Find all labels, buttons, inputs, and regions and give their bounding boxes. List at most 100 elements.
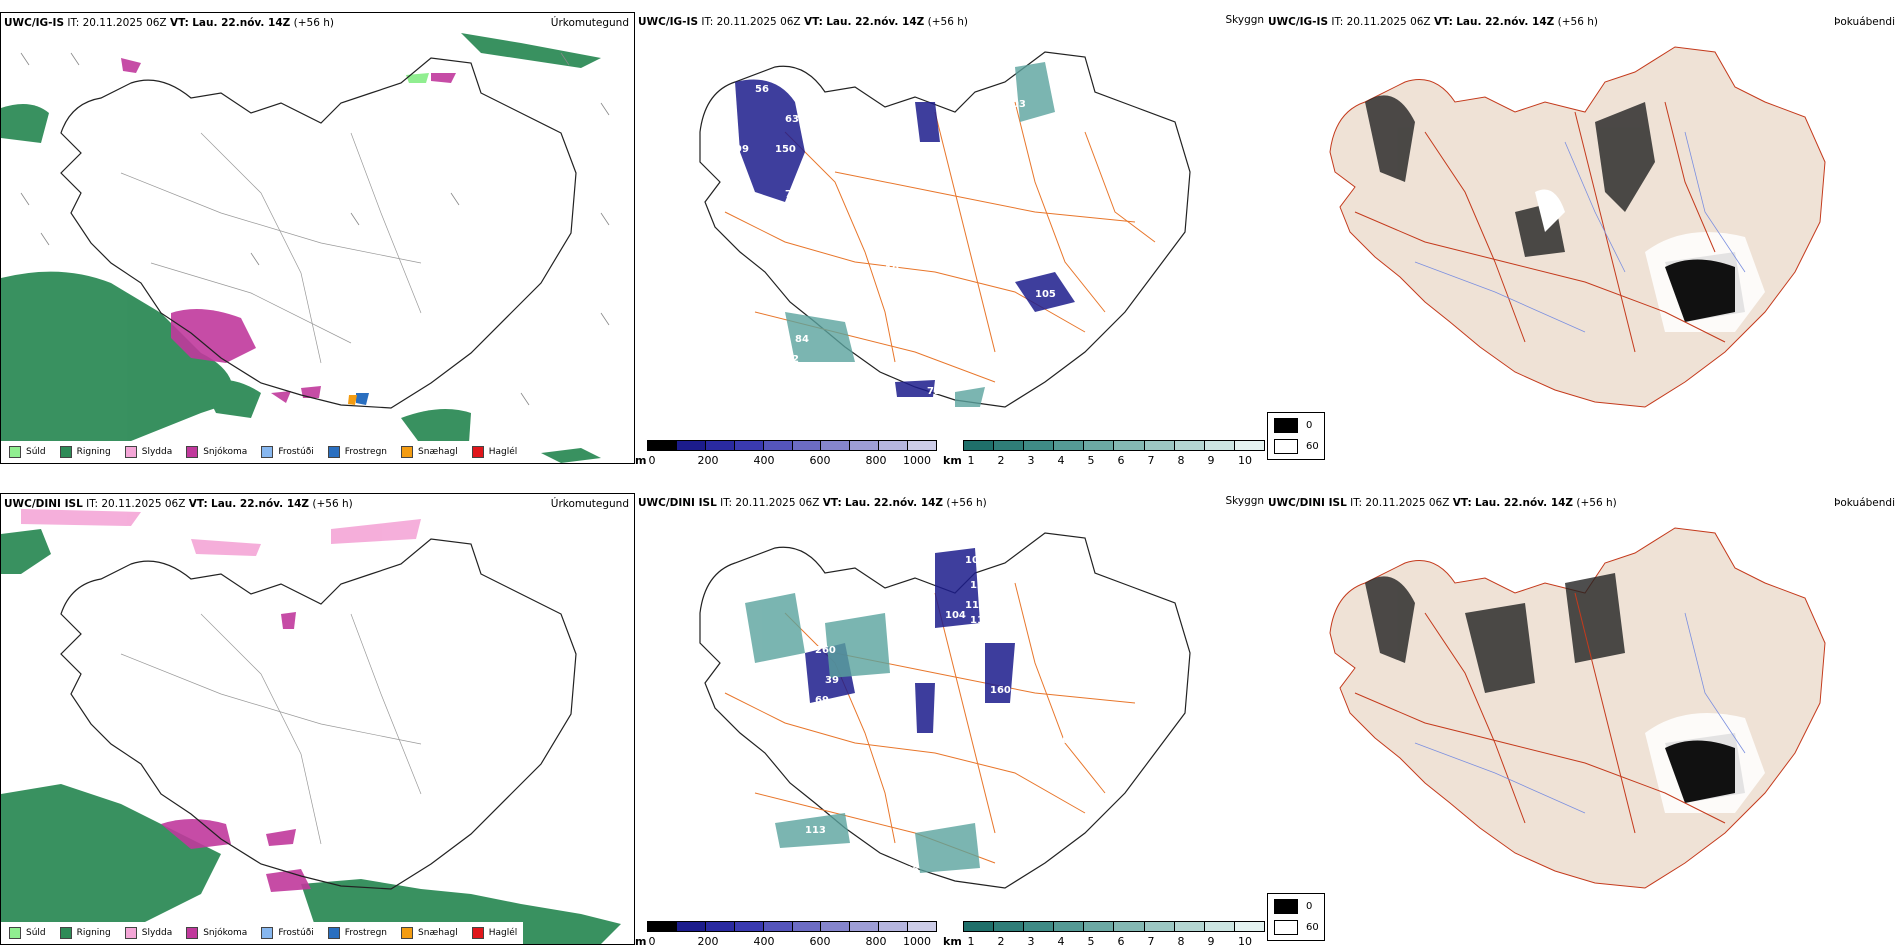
colorbar-unit: m bbox=[635, 935, 647, 945]
valid-time: Lau. 22.nóv. 14Z bbox=[826, 16, 925, 28]
valid-time: Lau. 22.nóv. 14Z bbox=[845, 497, 944, 509]
legend-label: Frostúði bbox=[278, 928, 314, 938]
fog-legend-row: 60 bbox=[1274, 920, 1319, 935]
colorbar-tick: 800 bbox=[865, 935, 887, 945]
legend-swatch bbox=[261, 927, 274, 939]
colorbar-tick: 1 bbox=[967, 454, 975, 464]
legend-swatch bbox=[9, 446, 21, 458]
valid-time: Lau. 22.nóv. 14Z bbox=[192, 17, 291, 29]
colorbar-segment bbox=[1144, 441, 1175, 450]
vt-label: VT: bbox=[803, 16, 823, 28]
colorbar-tick: 400 bbox=[753, 454, 775, 464]
colorbar-segment bbox=[1204, 922, 1235, 931]
legend-label: Snjókoma bbox=[203, 928, 248, 938]
cloudbase-value-label: 203 bbox=[1005, 99, 1026, 110]
cloudbase-value-label: 52 bbox=[1020, 575, 1034, 586]
colorbar-tick: 800 bbox=[865, 454, 887, 464]
colorbar-segment bbox=[1234, 441, 1264, 450]
colorbar-tick: 0 bbox=[648, 935, 656, 945]
cloudbase-value-label: 104 bbox=[945, 610, 966, 621]
precip-legend: Súld Rigning Slydda Snjókoma Frostúði Fr… bbox=[1, 922, 524, 944]
fog-legend: 0 60 bbox=[1267, 412, 1325, 460]
model-name: UWC/DINI ISL bbox=[4, 498, 83, 510]
legend-item: Snjókoma bbox=[186, 927, 247, 939]
colorbar-segment bbox=[734, 441, 764, 450]
colorbar-segment bbox=[821, 922, 851, 931]
cloudbase-value-label: 150 bbox=[775, 144, 796, 155]
colorbar-strip bbox=[963, 921, 1265, 932]
legend-swatch bbox=[124, 927, 137, 939]
colorbar-segment bbox=[705, 922, 735, 931]
colorbar-tick: 3 bbox=[1027, 454, 1035, 464]
model-name: UWC/IG-IS bbox=[4, 17, 65, 29]
cloudbase-value-label: 113 bbox=[805, 825, 826, 836]
cloudbase-value-label: 72 bbox=[927, 386, 941, 397]
cloudbase-value-label: 14 bbox=[645, 272, 659, 283]
colorbar-tick: 0 bbox=[648, 454, 656, 464]
legend-swatch bbox=[9, 927, 21, 939]
colorbar-segment bbox=[994, 441, 1025, 450]
cloudbase-value-label: 112 bbox=[965, 600, 986, 611]
colorbar-segment bbox=[879, 922, 909, 931]
cloudbase-value-label: 25 bbox=[885, 124, 899, 135]
legend-item: Snæhagl bbox=[401, 446, 458, 458]
legend-label: Snjókoma bbox=[203, 447, 248, 457]
colorbar-tick: 1000 bbox=[903, 454, 931, 464]
cloudbase-value-label: 260 bbox=[815, 645, 836, 656]
cloudbase-value-label: 99 bbox=[735, 144, 749, 155]
colorbar-segment bbox=[705, 441, 735, 450]
fog-legend-value: 0 bbox=[1306, 420, 1313, 431]
lead-time: (+56 h) bbox=[1576, 497, 1617, 509]
cloudbase-value-label: 39 bbox=[825, 675, 839, 686]
colorbar-tick: 7 bbox=[1147, 454, 1155, 464]
colorbar-tick: 8 bbox=[1177, 935, 1185, 945]
colorbar-tick: 400 bbox=[753, 935, 775, 945]
colorbar-tick: 1000 bbox=[903, 935, 931, 945]
legend-swatch bbox=[471, 927, 484, 939]
fog-legend-swatch bbox=[1274, 439, 1298, 454]
precip-legend: Súld Rigning Slydda Snjókoma Frostúði Fr… bbox=[1, 441, 524, 463]
colorbar-tick: 8 bbox=[1177, 454, 1185, 464]
colorbar-segment bbox=[676, 922, 706, 931]
legend-item: Súld bbox=[9, 446, 46, 458]
lead-time: (+56 h) bbox=[312, 498, 353, 510]
lead-time: (+56 h) bbox=[946, 497, 987, 509]
it-label: IT: bbox=[86, 498, 99, 510]
vt-label: VT: bbox=[169, 17, 189, 29]
header-row1-fog: UWC/IG-IS IT: 20.11.2025 06Z VT: Lau. 22… bbox=[1268, 16, 1598, 28]
panel-title: Skyggni bbox=[1225, 495, 1268, 507]
legend-label: Haglél bbox=[488, 447, 518, 457]
legend-item: Súld bbox=[9, 927, 46, 939]
colorbar-tick: 9 bbox=[1207, 454, 1215, 464]
colorbar-segment bbox=[821, 441, 851, 450]
panel-title: Þokuábendi bbox=[1834, 16, 1895, 28]
it-label: IT: bbox=[67, 17, 80, 29]
colorbar-segment bbox=[1114, 922, 1145, 931]
colorbar-unit: km bbox=[943, 935, 962, 945]
cloudbase-value-label: 32 bbox=[985, 715, 999, 726]
colorbar-tick: 5 bbox=[1087, 454, 1095, 464]
colorbar-segment bbox=[879, 441, 909, 450]
valid-time: Lau. 22.nóv. 14Z bbox=[1475, 497, 1574, 509]
legend-swatch bbox=[401, 446, 414, 458]
lead-time: (+56 h) bbox=[293, 17, 334, 29]
colorbar-strip bbox=[647, 921, 937, 932]
colorbar-segment bbox=[1084, 922, 1115, 931]
colorbar-tick: 200 bbox=[697, 454, 719, 464]
legend-label: Snæhagl bbox=[418, 928, 458, 938]
valid-time: Lau. 22.nóv. 14Z bbox=[211, 498, 310, 510]
legend-label: Slydda bbox=[141, 447, 173, 457]
legend-item: Slydda bbox=[124, 446, 173, 458]
it-label: IT: bbox=[1331, 16, 1344, 28]
valid-time: Lau. 22.nóv. 14Z bbox=[1456, 16, 1555, 28]
it-label: IT: bbox=[701, 16, 714, 28]
colorbar-segment bbox=[763, 922, 793, 931]
fog-legend-swatch bbox=[1274, 899, 1298, 914]
legend-label: Súld bbox=[26, 928, 46, 938]
cloudbase-value-label: 160 bbox=[990, 685, 1011, 696]
precip-type-panel-row2: UWC/DINI ISL IT: 20.11.2025 06Z VT: Lau.… bbox=[0, 493, 635, 945]
cloudbase-map-row1: 56 63 99 150 78 85 99 10 203 25 105 84 42 72 14 26 10 bbox=[645, 51, 1191, 408]
header-row1-cloudbase: UWC/IG-IS IT: 20.11.2025 06Z VT: Lau. 22… bbox=[638, 16, 968, 28]
colorbar-tick: 6 bbox=[1117, 454, 1125, 464]
panel-title: Úrkomutegund bbox=[550, 498, 629, 510]
